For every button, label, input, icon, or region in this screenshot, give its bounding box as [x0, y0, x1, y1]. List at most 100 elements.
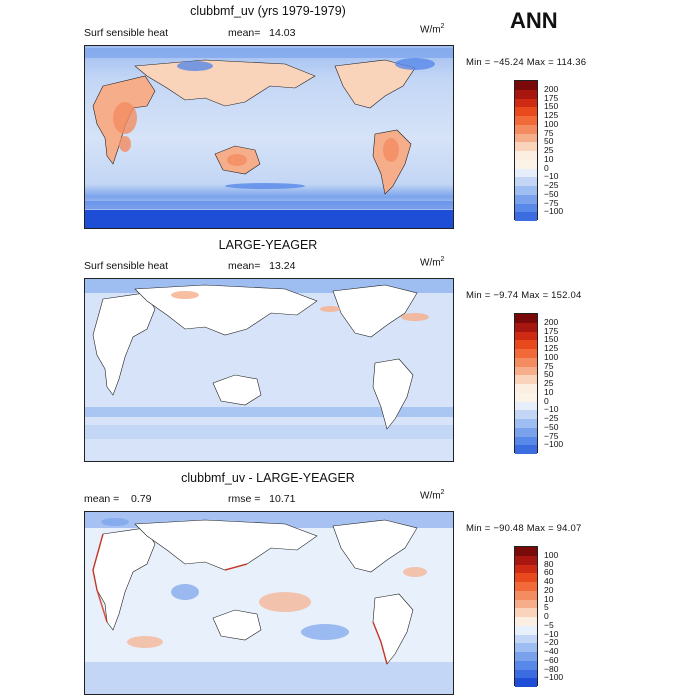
colorbar-tick-label: 20	[544, 584, 554, 595]
panel-1-minmax: Min = −45.24 Max = 114.36	[466, 57, 587, 68]
colorbar-tick-label: −40	[544, 646, 559, 656]
colorbar-segment	[515, 203, 537, 213]
colorbar-segment	[515, 81, 537, 90]
colorbar-segment	[515, 427, 537, 437]
colorbar-segment	[515, 590, 537, 600]
colorbar-tick-label: 150	[544, 101, 559, 112]
panel-3-mean-value: 0.79	[131, 493, 152, 505]
colorbar-tick-label: 80	[544, 558, 554, 569]
colorbar-segment	[515, 168, 537, 178]
colorbar-segment	[515, 392, 537, 402]
colorbar-tick-label: −100	[544, 672, 564, 683]
colorbar-segment	[515, 384, 537, 393]
panel-3-mean-text: mean =	[84, 493, 120, 505]
panel-1-variable-label: Surf sensible heat	[84, 27, 169, 39]
colorbar-segment	[515, 142, 537, 151]
colorbar-tick-label: 0	[544, 395, 549, 406]
colorbar-tick-label: −75	[544, 197, 559, 208]
colorbar-tick-label: −25	[544, 413, 559, 423]
colorbar-segment	[515, 625, 537, 635]
colorbar-segment	[515, 555, 537, 565]
panel-1-map	[84, 45, 454, 229]
colorbar-tick-label: 40	[544, 576, 554, 586]
colorbar-tick-label: 150	[544, 334, 559, 345]
colorbar-tick-label: 0	[544, 162, 549, 173]
colorbar-tick-label: −20	[544, 637, 559, 648]
colorbar-segment	[515, 98, 537, 108]
colorbar-tick-label: 25	[544, 378, 554, 388]
colorbar-segment	[515, 340, 537, 349]
panel-2-mean-value: 13.24	[269, 260, 296, 272]
colorbar-tick-label: 75	[544, 360, 554, 371]
colorbar-segment	[515, 151, 537, 160]
colorbar-segment	[515, 573, 537, 582]
colorbar-segment	[515, 107, 537, 116]
colorbar-segment	[515, 116, 537, 125]
panel-2-mean-label: mean= 13.24	[228, 260, 295, 272]
colorbar-tick-label: 125	[544, 343, 559, 353]
panel-3-rmse-text: rmse =	[228, 493, 261, 505]
colorbar-segment	[515, 678, 537, 687]
colorbar-segment	[515, 599, 537, 609]
colorbar-tick-label: 175	[544, 325, 559, 336]
panel-1-mean-value: 14.03	[269, 27, 296, 39]
panel-3-rmse-value: 10.71	[269, 493, 296, 505]
colorbar-segment	[515, 669, 537, 679]
colorbar-segment	[515, 634, 537, 644]
colorbar-segment	[515, 159, 537, 169]
panel-2-title: LARGE-YEAGER	[218, 238, 318, 252]
colorbar-tick-label: 100	[544, 351, 559, 362]
colorbar-segment	[515, 133, 537, 143]
colorbar-tick-label: 200	[544, 83, 559, 94]
colorbar-segment	[515, 212, 537, 221]
colorbar-segment	[515, 643, 537, 652]
colorbar-segment	[515, 419, 537, 428]
panel-3-rmse-label: rmse = 10.71	[228, 493, 295, 505]
panel-3-minmax: Min = −90.48 Max = 94.07	[466, 523, 582, 534]
panel-1-mean-label: mean= 14.03	[228, 27, 295, 39]
colorbar-tick-label: −25	[544, 180, 559, 190]
colorbar-tick-label: 10	[544, 593, 554, 604]
colorbar-segment	[515, 564, 537, 574]
colorbar-tick-label: 10	[544, 153, 554, 164]
colorbar-segment	[515, 89, 537, 99]
panel-1-units: W/m2	[420, 23, 445, 36]
colorbar-segment	[515, 322, 537, 332]
colorbar-tick-label: 0	[544, 611, 549, 621]
colorbar-tick-label: −10	[544, 628, 559, 639]
colorbar-segment	[515, 582, 537, 591]
colorbar-tick-label: 100	[544, 549, 559, 560]
colorbar-segment	[515, 652, 537, 661]
colorbar-segment	[515, 349, 537, 358]
colorbar-segment	[515, 410, 537, 419]
colorbar-segment	[515, 445, 537, 454]
panel-3-mean-label: mean = 0.79	[84, 493, 151, 505]
colorbar-segment	[515, 366, 537, 376]
colorbar-tick-label: 200	[544, 316, 559, 327]
colorbar-segment	[515, 357, 537, 367]
panel-3-colorbar	[514, 546, 538, 687]
colorbar-segment	[515, 401, 537, 411]
colorbar-tick-label: −50	[544, 421, 559, 432]
panel-2-mean-text: mean=	[228, 260, 261, 272]
colorbar-segment	[515, 177, 537, 186]
colorbar-tick-label: −60	[544, 654, 559, 665]
colorbar-tick-label: −10	[544, 404, 559, 415]
colorbar-tick-label: −75	[544, 430, 559, 441]
colorbar-tick-label: 125	[544, 110, 559, 120]
colorbar-tick-label: 100	[544, 118, 559, 129]
colorbar-segment	[515, 547, 537, 556]
colorbar-tick-label: 175	[544, 92, 559, 103]
panel-1-colorbar	[514, 80, 538, 221]
panel-2-variable-label: Surf sensible heat	[84, 260, 169, 272]
colorbar-segment	[515, 608, 537, 617]
colorbar-segment	[515, 436, 537, 446]
panel-3-units: W/m2	[420, 489, 445, 502]
colorbar-segment	[515, 194, 537, 204]
colorbar-tick-label: 75	[544, 127, 554, 138]
colorbar-tick-label: 50	[544, 136, 554, 147]
colorbar-tick-label: 10	[544, 386, 554, 397]
panel-2-units: W/m2	[420, 256, 445, 269]
colorbar-tick-label: 60	[544, 567, 554, 578]
panel-3-map	[84, 511, 454, 695]
